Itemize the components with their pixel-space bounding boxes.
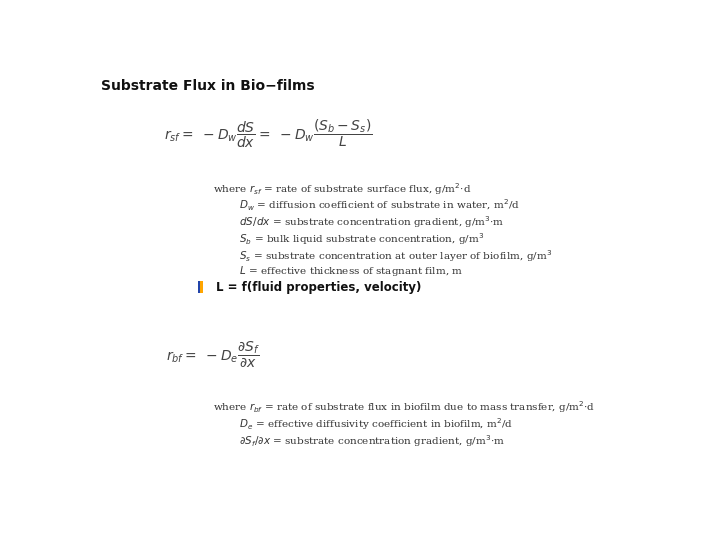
Text: $S_b$ = bulk liquid substrate concentration, g/m$^3$: $S_b$ = bulk liquid substrate concentrat… <box>213 231 484 247</box>
Text: where $r_{sf}$ = rate of substrate surface flux, g/m$^2$·d: where $r_{sf}$ = rate of substrate surfa… <box>213 181 471 197</box>
FancyBboxPatch shape <box>198 281 200 293</box>
Text: where $r_{bf}$ = rate of substrate flux in biofilm due to mass transfer, g/m$^2$: where $r_{bf}$ = rate of substrate flux … <box>213 400 595 415</box>
Text: $r_{bf} = \ - D_e \dfrac{\partial S_f}{\partial x}$: $r_{bf} = \ - D_e \dfrac{\partial S_f}{\… <box>166 339 260 370</box>
Text: $S_s$ = substrate concentration at outer layer of biofilm, g/m$^3$: $S_s$ = substrate concentration at outer… <box>213 248 552 264</box>
Text: $D_w$ = diffusion coefficient of substrate in water, m$^2$/d: $D_w$ = diffusion coefficient of substra… <box>213 198 520 213</box>
FancyBboxPatch shape <box>200 281 203 293</box>
Text: $L$ = effective thickness of stagnant film, m: $L$ = effective thickness of stagnant fi… <box>213 265 463 279</box>
Text: $\partial S_f/\partial x$ = substrate concentration gradient, g/m$^3$·m: $\partial S_f/\partial x$ = substrate co… <box>213 433 505 449</box>
Text: $dS/dx$ = substrate concentration gradient, g/m$^3$·m: $dS/dx$ = substrate concentration gradie… <box>213 214 504 230</box>
Text: $r_{sf} = \ - D_w \dfrac{dS}{dx} = \ - D_w \dfrac{(S_b - S_s)}{L}$: $r_{sf} = \ - D_w \dfrac{dS}{dx} = \ - D… <box>164 117 373 150</box>
Text: L = f(fluid properties, velocity): L = f(fluid properties, velocity) <box>215 281 421 294</box>
Text: Substrate Flux in Bio−films: Substrate Flux in Bio−films <box>101 79 315 93</box>
Text: $D_e$ = effective diffusivity coefficient in biofilm, m$^2$/d: $D_e$ = effective diffusivity coefficien… <box>213 416 513 432</box>
